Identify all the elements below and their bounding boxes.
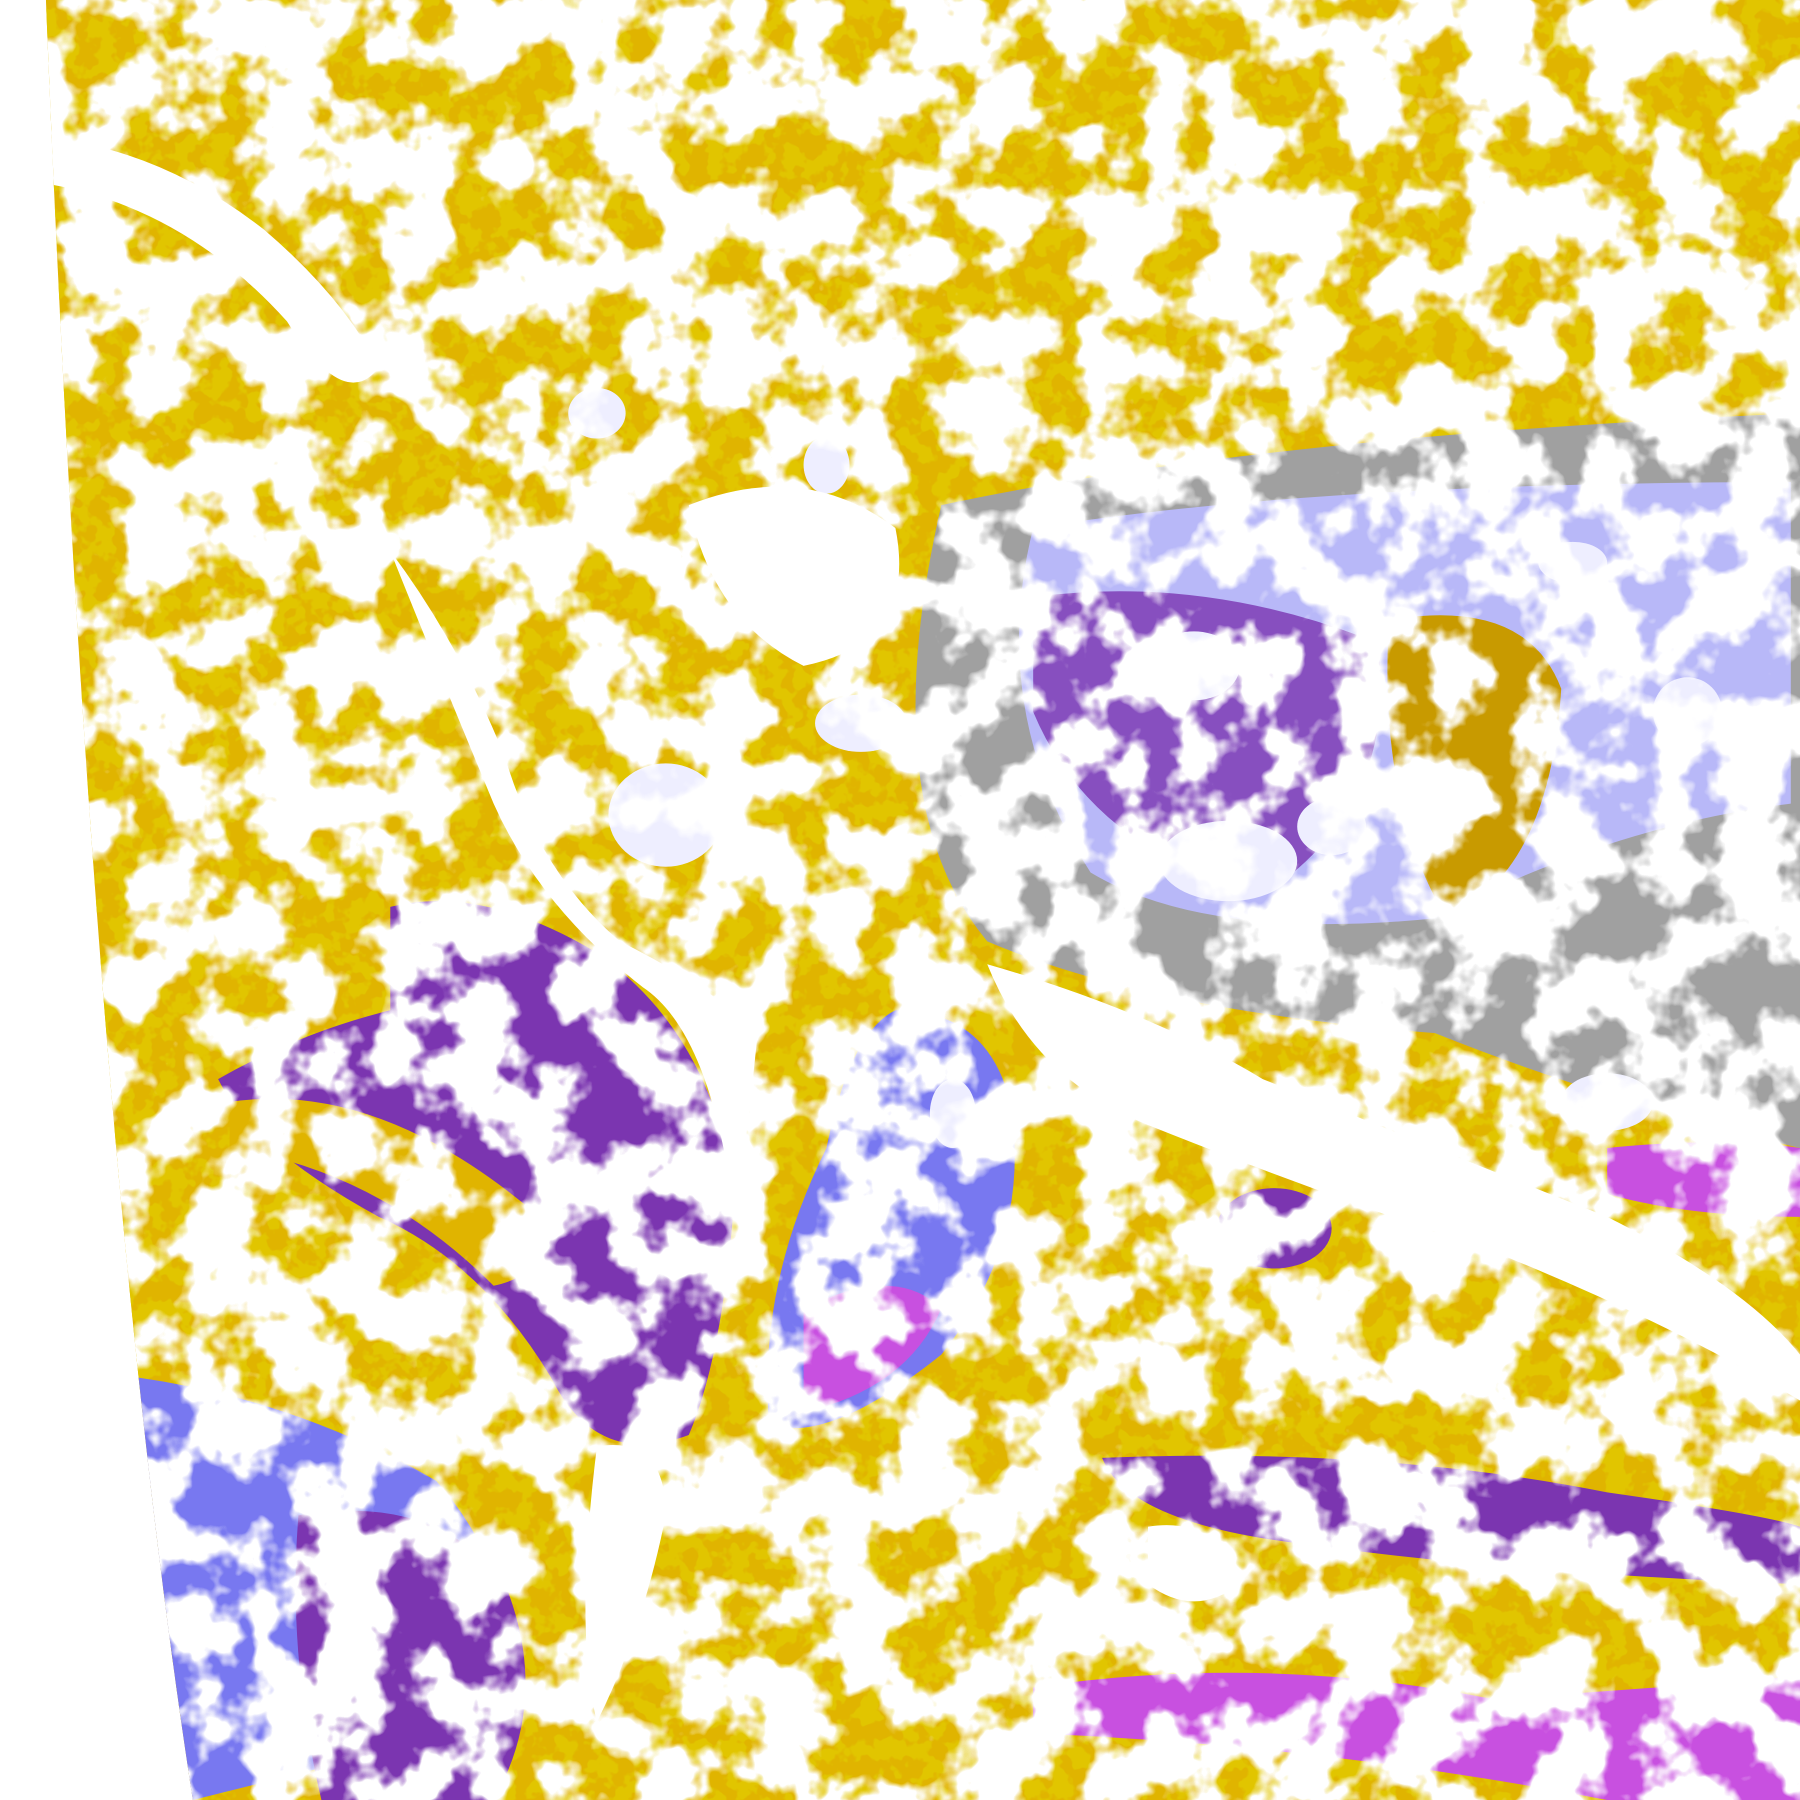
clear-sky-speckle [45, 0, 1800, 1800]
satellite-classification-map [45, 0, 1800, 1800]
earth-disk [45, 0, 1800, 1800]
